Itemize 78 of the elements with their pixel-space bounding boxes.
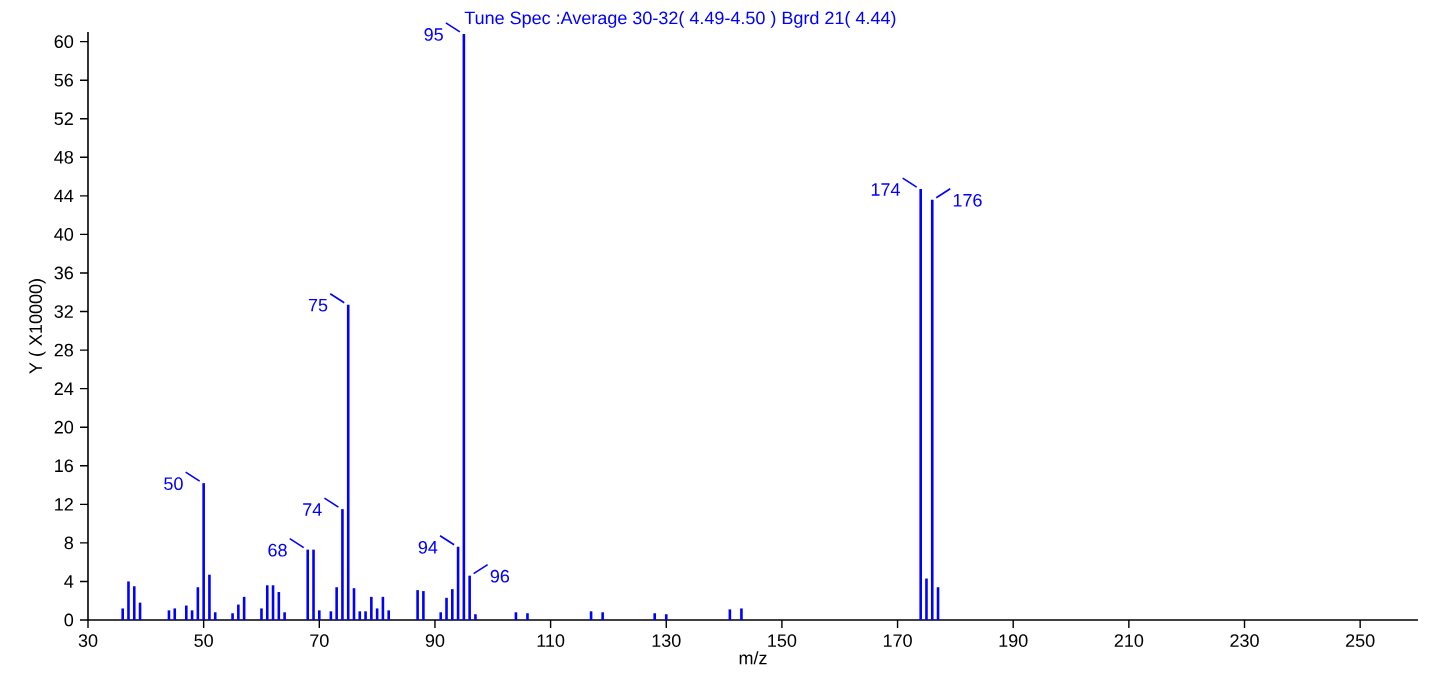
annotation: 68 xyxy=(268,543,287,557)
y-tick-label: 28 xyxy=(54,343,74,357)
bar xyxy=(370,596,373,620)
annotation: 74 xyxy=(303,503,322,516)
y-tick-label: 16 xyxy=(55,459,74,473)
bar xyxy=(185,605,188,620)
bar xyxy=(341,509,344,620)
y-tick-label: 48 xyxy=(54,150,74,164)
y-tick-label: 24 xyxy=(54,382,74,395)
bar xyxy=(468,575,471,620)
bar xyxy=(346,304,350,620)
bar xyxy=(208,574,211,620)
x-tick-label: 250 xyxy=(1346,634,1375,647)
x-tick-label: 50 xyxy=(194,634,213,647)
bar xyxy=(919,189,922,620)
y-tick-label: 56 xyxy=(54,73,74,87)
bar xyxy=(653,613,656,620)
bar xyxy=(260,608,263,620)
annotation: 95 xyxy=(424,28,443,41)
x-tick-label: 170 xyxy=(883,634,912,647)
x-tick-label: 230 xyxy=(1230,634,1259,647)
y-tick-label: 32 xyxy=(54,305,73,318)
bar xyxy=(474,614,477,620)
x-tick-label: 90 xyxy=(425,634,445,647)
y-tick-label: 12 xyxy=(55,498,73,511)
x-axis-title: m/z xyxy=(739,651,767,665)
bar xyxy=(925,578,928,620)
bar xyxy=(213,612,217,620)
bar xyxy=(335,587,338,620)
bar xyxy=(930,199,934,620)
y-tick-label: 52 xyxy=(54,112,73,126)
annotation: 75 xyxy=(308,298,328,312)
bar xyxy=(601,612,604,620)
bar xyxy=(312,549,315,620)
y-tick-label: 36 xyxy=(54,266,74,280)
bar xyxy=(127,581,130,620)
y-tick-label: 4 xyxy=(64,575,74,588)
bar xyxy=(364,611,367,620)
bar xyxy=(526,613,529,620)
bar xyxy=(439,612,443,620)
y-axis-title: Y ( X10000) xyxy=(28,279,46,374)
y-tick-label: 0 xyxy=(64,613,74,627)
bar xyxy=(318,610,321,620)
bar xyxy=(202,483,205,620)
bar xyxy=(132,586,136,620)
x-tick-label: 130 xyxy=(652,634,681,647)
bar xyxy=(173,608,177,620)
bar xyxy=(237,604,240,620)
bar xyxy=(265,585,269,620)
annotation: 96 xyxy=(490,569,510,583)
bar xyxy=(387,610,390,620)
bar xyxy=(121,608,124,620)
y-tick-label: 40 xyxy=(54,228,74,241)
bar xyxy=(306,549,310,620)
bar xyxy=(231,613,234,620)
y-tick-label: 60 xyxy=(54,35,74,48)
x-tick-label: 150 xyxy=(768,634,797,647)
bar xyxy=(283,612,286,620)
y-tick-label: 44 xyxy=(54,189,74,203)
y-tick-label: 8 xyxy=(64,536,74,550)
chart-title: Tune Spec :Average 30-32( 4.49-4.50 ) Bgrd 21( 4.44) xyxy=(464,11,896,28)
y-tick-label: 20 xyxy=(54,420,74,434)
x-tick-label: 70 xyxy=(310,634,329,647)
bar xyxy=(664,614,668,620)
x-tick-label: 190 xyxy=(999,634,1028,647)
x-tick-label: 110 xyxy=(537,634,565,647)
bar xyxy=(445,597,448,620)
annotation: 94 xyxy=(418,540,438,554)
annotation: 50 xyxy=(164,477,183,491)
x-tick-label: 30 xyxy=(78,634,98,647)
x-tick-label: 210 xyxy=(1114,634,1144,647)
bar xyxy=(422,591,425,620)
bar xyxy=(740,608,743,620)
bar xyxy=(358,611,362,620)
annotation: 176 xyxy=(953,193,982,207)
annotation: 174 xyxy=(871,183,900,196)
bar xyxy=(451,589,454,620)
bar xyxy=(416,590,419,620)
